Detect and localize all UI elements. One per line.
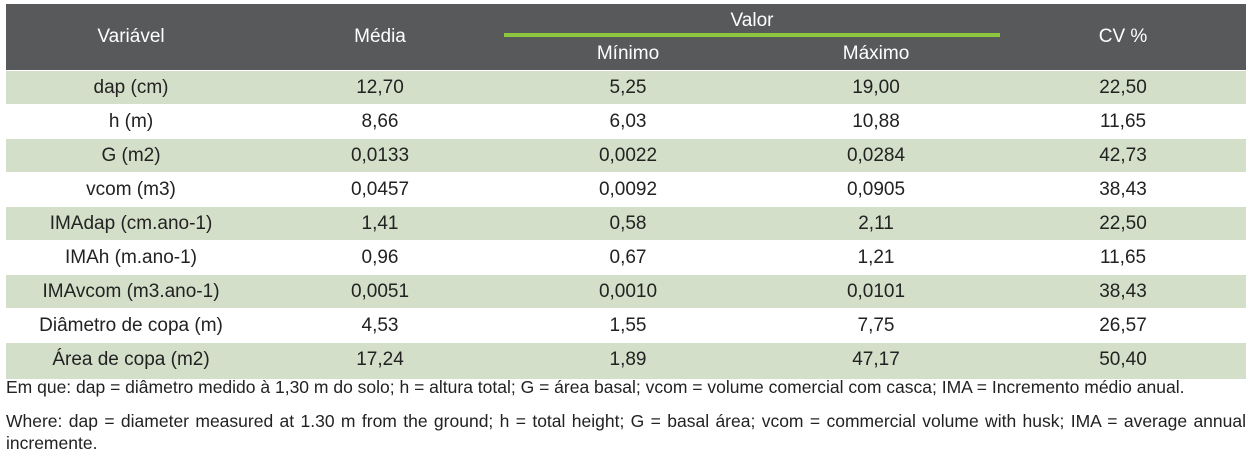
cell-mean: 8,66 — [256, 104, 504, 139]
table-row: Diâmetro de copa (m) 4,53 1,55 7,75 26,57 — [6, 308, 1247, 343]
cell-variable: Área de copa (m2) — [6, 342, 256, 376]
cell-max: 10,88 — [752, 104, 1001, 139]
table-body: dap (cm) 12,70 5,25 19,00 22,50 h (m) 8,66 6,03… — [6, 70, 1247, 376]
data-table-container: Variável Média Valor CV % Mínimo Máximo … — [6, 4, 1247, 379]
header-value-group-label: Valor — [730, 9, 774, 31]
statistics-table: Variável Média Valor CV % Mínimo Máximo … — [6, 4, 1247, 376]
table-row: G (m2) 0,0133 0,0022 0,0284 42,73 — [6, 138, 1247, 173]
table-row: h (m) 8,66 6,03 10,88 11,65 — [6, 104, 1247, 139]
cell-min: 0,0092 — [504, 172, 752, 207]
table-row: dap (cm) 12,70 5,25 19,00 22,50 — [6, 70, 1247, 105]
cell-variable: Diâmetro de copa (m) — [6, 308, 256, 343]
header-variable: Variável — [6, 4, 256, 71]
table-row: vcom (m3) 0,0457 0,0092 0,0905 38,43 — [6, 172, 1247, 207]
cell-min: 0,58 — [504, 206, 752, 241]
footnote-portuguese: Em que: dap = diâmetro medido à 1,30 m d… — [6, 377, 1185, 397]
cell-mean: 4,53 — [256, 308, 504, 343]
cell-min: 6,03 — [504, 104, 752, 139]
table-row: IMAvcom (m3.ano-1) 0,0051 0,0010 0,0101 38,4… — [6, 274, 1247, 309]
header-max: Máximo — [752, 37, 1001, 71]
cell-cv: 42,73 — [1000, 138, 1247, 173]
cell-cv: 38,43 — [1000, 274, 1247, 309]
cell-max: 0,0905 — [752, 172, 1001, 207]
cell-min: 5,25 — [504, 70, 752, 105]
cell-variable: dap (cm) — [6, 70, 256, 105]
cell-cv: 38,43 — [1000, 172, 1247, 207]
cell-min: 0,0022 — [504, 138, 752, 173]
cell-variable: IMAvcom (m3.ano-1) — [6, 274, 256, 309]
cell-variable: IMAdap (cm.ano-1) — [6, 206, 256, 241]
cell-min: 1,89 — [504, 342, 752, 376]
cell-max: 0,0101 — [752, 274, 1001, 309]
cell-max: 0,0284 — [752, 138, 1001, 173]
cell-mean: 17,24 — [256, 342, 504, 376]
cell-variable: vcom (m3) — [6, 172, 256, 207]
header-cv: CV % — [1000, 4, 1247, 71]
cell-variable: h (m) — [6, 104, 256, 139]
header-value-group: Valor — [504, 4, 1001, 37]
cell-max: 2,11 — [752, 206, 1001, 241]
cell-variable: G (m2) — [6, 138, 256, 173]
cell-max: 19,00 — [752, 70, 1001, 105]
cell-max: 1,21 — [752, 240, 1001, 275]
footnote-english: Where: dap = diameter measured at 1.30 m… — [6, 411, 1246, 453]
header-accent-line — [504, 33, 1001, 37]
cell-mean: 0,96 — [256, 240, 504, 275]
cell-max: 7,75 — [752, 308, 1001, 343]
cell-mean: 12,70 — [256, 70, 504, 105]
cell-min: 1,55 — [504, 308, 752, 343]
cell-cv: 22,50 — [1000, 70, 1247, 105]
cell-cv: 11,65 — [1000, 104, 1247, 139]
cell-mean: 0,0133 — [256, 138, 504, 173]
cell-min: 0,67 — [504, 240, 752, 275]
cell-cv: 11,65 — [1000, 240, 1247, 275]
table-row: IMAdap (cm.ano-1) 1,41 0,58 2,11 22,50 — [6, 206, 1247, 241]
cell-min: 0,0010 — [504, 274, 752, 309]
cell-max: 47,17 — [752, 342, 1001, 376]
cell-variable: IMAh (m.ano-1) — [6, 240, 256, 275]
header-mean: Média — [256, 4, 504, 71]
table-row: Área de copa (m2) 17,24 1,89 47,17 50,40 — [6, 342, 1247, 376]
cell-cv: 50,40 — [1000, 342, 1247, 376]
table-bottom-rule — [6, 376, 1246, 379]
header-min: Mínimo — [504, 37, 752, 71]
table-row: IMAh (m.ano-1) 0,96 0,67 1,21 11,65 — [6, 240, 1247, 275]
cell-cv: 26,57 — [1000, 308, 1247, 343]
cell-mean: 0,0457 — [256, 172, 504, 207]
table-header: Variável Média Valor CV % Mínimo Máximo — [6, 4, 1247, 71]
cell-mean: 0,0051 — [256, 274, 504, 309]
cell-mean: 1,41 — [256, 206, 504, 241]
cell-cv: 22,50 — [1000, 206, 1247, 241]
